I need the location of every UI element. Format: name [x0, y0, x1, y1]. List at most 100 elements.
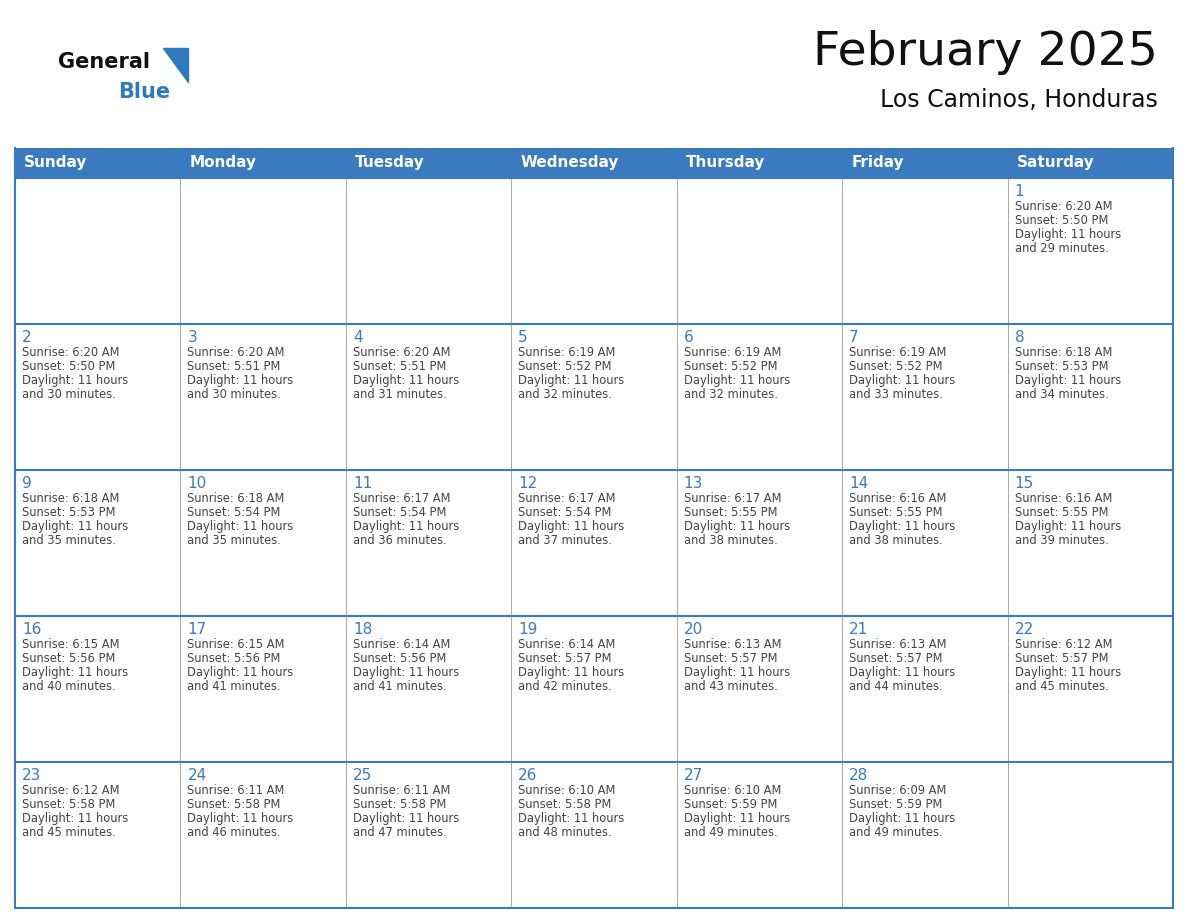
Text: Sunset: 5:52 PM: Sunset: 5:52 PM	[684, 360, 777, 373]
Text: and 38 minutes.: and 38 minutes.	[684, 534, 777, 547]
Text: Daylight: 11 hours: Daylight: 11 hours	[23, 666, 128, 679]
Text: and 30 minutes.: and 30 minutes.	[23, 388, 115, 401]
Text: Sunset: 5:55 PM: Sunset: 5:55 PM	[1015, 506, 1108, 519]
Text: Sunset: 5:57 PM: Sunset: 5:57 PM	[1015, 652, 1108, 665]
Text: Sunrise: 6:17 AM: Sunrise: 6:17 AM	[518, 492, 615, 505]
Text: Daylight: 11 hours: Daylight: 11 hours	[188, 520, 293, 533]
Text: Blue: Blue	[118, 82, 170, 102]
Text: Sunset: 5:58 PM: Sunset: 5:58 PM	[188, 798, 280, 811]
Text: Sunrise: 6:20 AM: Sunrise: 6:20 AM	[23, 346, 120, 359]
Text: Sunset: 5:58 PM: Sunset: 5:58 PM	[518, 798, 612, 811]
Text: Sunrise: 6:19 AM: Sunrise: 6:19 AM	[518, 346, 615, 359]
Text: and 32 minutes.: and 32 minutes.	[684, 388, 778, 401]
Text: 5: 5	[518, 330, 527, 345]
Text: Sunrise: 6:18 AM: Sunrise: 6:18 AM	[1015, 346, 1112, 359]
Text: and 46 minutes.: and 46 minutes.	[188, 826, 282, 839]
Text: Thursday: Thursday	[685, 155, 765, 171]
Text: 14: 14	[849, 476, 868, 491]
Text: Monday: Monday	[189, 155, 257, 171]
Bar	[15, 178, 1173, 324]
Text: Sunset: 5:53 PM: Sunset: 5:53 PM	[1015, 360, 1108, 373]
Text: Daylight: 11 hours: Daylight: 11 hours	[1015, 228, 1120, 241]
Text: Sunset: 5:50 PM: Sunset: 5:50 PM	[23, 360, 115, 373]
Text: Daylight: 11 hours: Daylight: 11 hours	[23, 812, 128, 825]
Text: and 32 minutes.: and 32 minutes.	[518, 388, 612, 401]
Text: and 33 minutes.: and 33 minutes.	[849, 388, 943, 401]
Text: Daylight: 11 hours: Daylight: 11 hours	[353, 812, 459, 825]
Text: 24: 24	[188, 768, 207, 783]
Text: Daylight: 11 hours: Daylight: 11 hours	[353, 666, 459, 679]
Text: Sunset: 5:52 PM: Sunset: 5:52 PM	[849, 360, 942, 373]
Text: 20: 20	[684, 622, 703, 637]
Text: Daylight: 11 hours: Daylight: 11 hours	[849, 520, 955, 533]
Text: Sunrise: 6:18 AM: Sunrise: 6:18 AM	[188, 492, 285, 505]
Text: Daylight: 11 hours: Daylight: 11 hours	[518, 812, 625, 825]
Text: 2: 2	[23, 330, 32, 345]
Text: 27: 27	[684, 768, 703, 783]
Text: Wednesday: Wednesday	[520, 155, 619, 171]
Text: and 39 minutes.: and 39 minutes.	[1015, 534, 1108, 547]
Text: Sunset: 5:59 PM: Sunset: 5:59 PM	[849, 798, 942, 811]
Text: and 35 minutes.: and 35 minutes.	[23, 534, 116, 547]
Text: General: General	[58, 52, 150, 72]
Text: Daylight: 11 hours: Daylight: 11 hours	[188, 812, 293, 825]
Text: Sunrise: 6:11 AM: Sunrise: 6:11 AM	[353, 784, 450, 797]
Text: Daylight: 11 hours: Daylight: 11 hours	[188, 374, 293, 387]
Text: 3: 3	[188, 330, 197, 345]
Text: and 37 minutes.: and 37 minutes.	[518, 534, 612, 547]
Text: Sunrise: 6:18 AM: Sunrise: 6:18 AM	[23, 492, 119, 505]
Text: Sunrise: 6:17 AM: Sunrise: 6:17 AM	[353, 492, 450, 505]
Text: Sunrise: 6:09 AM: Sunrise: 6:09 AM	[849, 784, 947, 797]
Text: 21: 21	[849, 622, 868, 637]
Text: Daylight: 11 hours: Daylight: 11 hours	[188, 666, 293, 679]
Text: Sunrise: 6:19 AM: Sunrise: 6:19 AM	[684, 346, 781, 359]
Text: Sunrise: 6:19 AM: Sunrise: 6:19 AM	[849, 346, 947, 359]
Text: Daylight: 11 hours: Daylight: 11 hours	[684, 812, 790, 825]
Text: Sunset: 5:51 PM: Sunset: 5:51 PM	[353, 360, 447, 373]
Text: Daylight: 11 hours: Daylight: 11 hours	[518, 666, 625, 679]
Text: Sunset: 5:56 PM: Sunset: 5:56 PM	[23, 652, 115, 665]
Text: 26: 26	[518, 768, 538, 783]
Text: Sunrise: 6:10 AM: Sunrise: 6:10 AM	[684, 784, 781, 797]
Text: Sunrise: 6:14 AM: Sunrise: 6:14 AM	[518, 638, 615, 651]
Text: 11: 11	[353, 476, 372, 491]
Text: Sunrise: 6:17 AM: Sunrise: 6:17 AM	[684, 492, 782, 505]
Text: and 41 minutes.: and 41 minutes.	[188, 680, 282, 693]
Text: Sunrise: 6:14 AM: Sunrise: 6:14 AM	[353, 638, 450, 651]
Text: Sunset: 5:55 PM: Sunset: 5:55 PM	[849, 506, 942, 519]
Text: 7: 7	[849, 330, 859, 345]
Text: and 43 minutes.: and 43 minutes.	[684, 680, 777, 693]
Text: 15: 15	[1015, 476, 1034, 491]
Text: Sunset: 5:50 PM: Sunset: 5:50 PM	[1015, 214, 1108, 227]
Text: Los Caminos, Honduras: Los Caminos, Honduras	[880, 88, 1158, 112]
Text: Sunrise: 6:16 AM: Sunrise: 6:16 AM	[849, 492, 947, 505]
Text: Sunset: 5:56 PM: Sunset: 5:56 PM	[188, 652, 280, 665]
Text: 12: 12	[518, 476, 537, 491]
Text: and 42 minutes.: and 42 minutes.	[518, 680, 612, 693]
Text: and 41 minutes.: and 41 minutes.	[353, 680, 447, 693]
Text: 13: 13	[684, 476, 703, 491]
Text: Daylight: 11 hours: Daylight: 11 hours	[1015, 520, 1120, 533]
Text: and 44 minutes.: and 44 minutes.	[849, 680, 943, 693]
Text: 16: 16	[23, 622, 42, 637]
Text: 28: 28	[849, 768, 868, 783]
Text: Sunset: 5:57 PM: Sunset: 5:57 PM	[518, 652, 612, 665]
Text: Daylight: 11 hours: Daylight: 11 hours	[353, 374, 459, 387]
Text: 4: 4	[353, 330, 362, 345]
Text: Sunset: 5:55 PM: Sunset: 5:55 PM	[684, 506, 777, 519]
Text: Sunset: 5:56 PM: Sunset: 5:56 PM	[353, 652, 447, 665]
Text: Sunrise: 6:12 AM: Sunrise: 6:12 AM	[23, 784, 120, 797]
Text: 19: 19	[518, 622, 538, 637]
Text: and 38 minutes.: and 38 minutes.	[849, 534, 943, 547]
Text: 9: 9	[23, 476, 32, 491]
Text: Daylight: 11 hours: Daylight: 11 hours	[518, 374, 625, 387]
Text: Tuesday: Tuesday	[355, 155, 424, 171]
Text: Sunrise: 6:16 AM: Sunrise: 6:16 AM	[1015, 492, 1112, 505]
Text: and 49 minutes.: and 49 minutes.	[849, 826, 943, 839]
Text: Friday: Friday	[851, 155, 904, 171]
Text: Sunday: Sunday	[24, 155, 88, 171]
Text: Daylight: 11 hours: Daylight: 11 hours	[684, 374, 790, 387]
Text: Sunset: 5:57 PM: Sunset: 5:57 PM	[684, 652, 777, 665]
Text: Daylight: 11 hours: Daylight: 11 hours	[684, 666, 790, 679]
Text: and 35 minutes.: and 35 minutes.	[188, 534, 282, 547]
